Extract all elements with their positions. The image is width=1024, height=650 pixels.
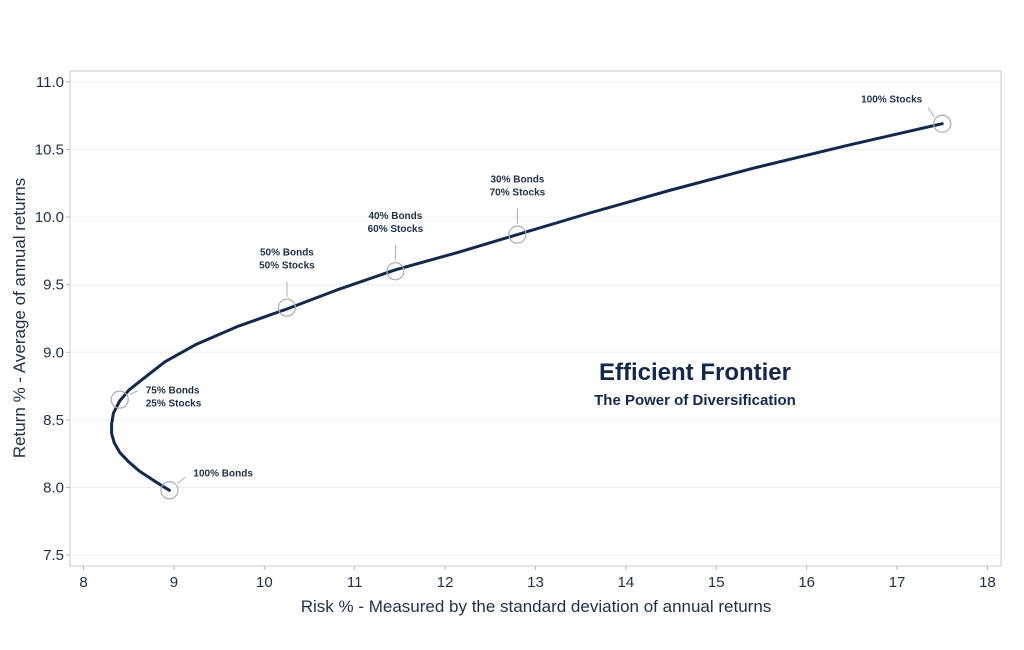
y-tick-label: 11.0 — [36, 74, 64, 91]
chart-subtitle: The Power of Diversification — [594, 392, 796, 409]
plot-area — [69, 70, 1002, 567]
x-tick-label: 18 — [979, 574, 996, 591]
portfolio-leader-line — [129, 390, 138, 396]
portfolio-point: 30% Bonds 70% Stocks — [490, 175, 546, 244]
portfolio-label: 60% Stocks — [368, 224, 424, 235]
x-tick-label: 9 — [170, 574, 178, 591]
portfolio-label: 50% Stocks — [259, 261, 315, 272]
y-tick-label: 9.5 — [43, 277, 64, 294]
portfolio-point: 50% Bonds 50% Stocks — [259, 248, 315, 317]
portfolio-marker — [508, 225, 527, 244]
chart-title: Efficient Frontier — [599, 359, 791, 386]
y-axis-ticks: 7.5 8.0 8.5 9.0 9.5 10.0 10.5 11.0 — [35, 74, 70, 564]
x-tick-label: 10 — [256, 574, 273, 591]
y-tick-label: 10.0 — [35, 209, 64, 226]
x-tick-label: 17 — [889, 574, 906, 591]
portfolio-label: 50% Bonds — [260, 248, 314, 259]
portfolio-point: 100% Stocks — [861, 95, 952, 133]
x-tick-label: 13 — [527, 574, 544, 591]
portfolio-marker — [110, 390, 129, 409]
portfolio-label: 30% Bonds — [490, 175, 544, 186]
y-tick-label: 8.5 — [43, 412, 64, 429]
portfolio-point: 75% Bonds 25% Stocks — [110, 386, 202, 410]
x-tick-label: 16 — [798, 574, 815, 591]
portfolio-marker — [386, 262, 405, 281]
portfolio-point: 100% Bonds — [160, 468, 253, 500]
portfolio-leader-line — [927, 107, 935, 118]
portfolio-label: 25% Stocks — [146, 399, 202, 410]
x-tick-label: 8 — [79, 574, 87, 591]
portfolio-marker — [933, 114, 952, 133]
x-tick-label: 14 — [618, 574, 635, 591]
x-axis-ticks: 8 9 10 11 12 13 14 15 16 17 18 — [79, 566, 996, 591]
portfolio-marker — [160, 481, 179, 500]
portfolio-marker — [277, 298, 297, 317]
portfolio-label: 70% Stocks — [490, 188, 546, 199]
portfolio-label: 75% Bonds — [146, 386, 200, 397]
frontier-line — [110, 122, 944, 492]
portfolio-label: 100% Bonds — [193, 468, 253, 479]
y-tick-label: 9.0 — [43, 344, 64, 361]
x-tick-label: 15 — [708, 574, 725, 591]
x-tick-label: 11 — [347, 574, 363, 591]
x-tick-label: 12 — [437, 574, 454, 591]
portfolio-label: 100% Stocks — [861, 95, 923, 106]
x-axis-title: Risk % - Measured by the standard deviat… — [301, 597, 772, 616]
portfolio-leader-line — [177, 476, 186, 484]
y-tick-label: 7.5 — [43, 547, 64, 564]
y-axis-title: Return % - Average of annual returns — [10, 178, 29, 458]
portfolio-label: 40% Bonds — [368, 211, 422, 222]
y-tick-label: 10.5 — [35, 141, 64, 158]
y-tick-label: 8.0 — [43, 480, 64, 497]
grid-lines — [70, 81, 1001, 556]
portfolio-point: 40% Bonds 60% Stocks — [368, 211, 424, 281]
